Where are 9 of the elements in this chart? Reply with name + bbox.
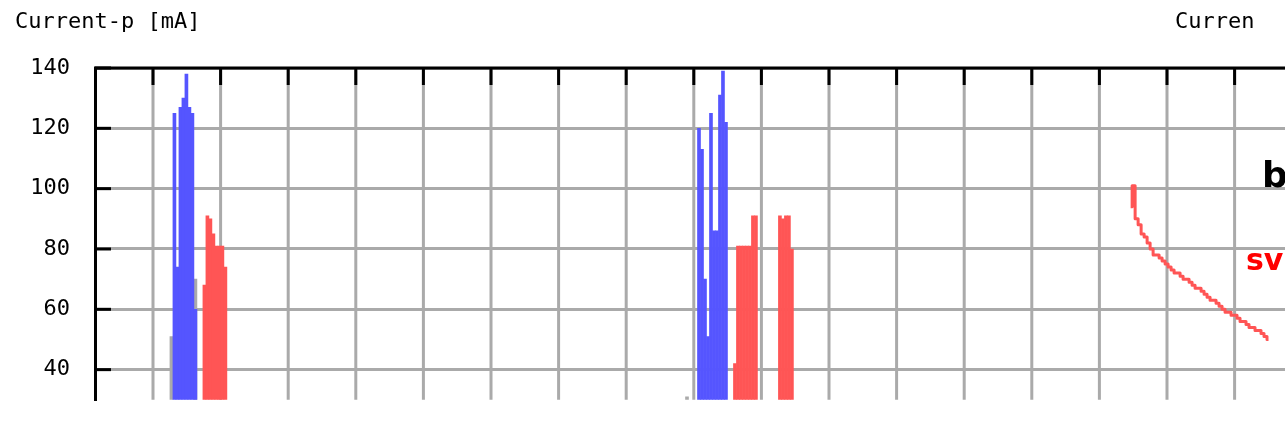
y-axis-title: Current-p [mA] — [15, 7, 201, 33]
y-tick-label: 80 — [43, 234, 70, 260]
text: Curren — [1175, 7, 1255, 33]
y-tick-label: 100 — [30, 174, 70, 200]
y-tick-label: 40 — [43, 355, 70, 381]
annotation: sv — [1246, 241, 1284, 277]
y-tick-label: 120 — [30, 114, 70, 140]
y-tick-label: 140 — [30, 53, 70, 79]
y-tick-label: 60 — [43, 295, 70, 321]
